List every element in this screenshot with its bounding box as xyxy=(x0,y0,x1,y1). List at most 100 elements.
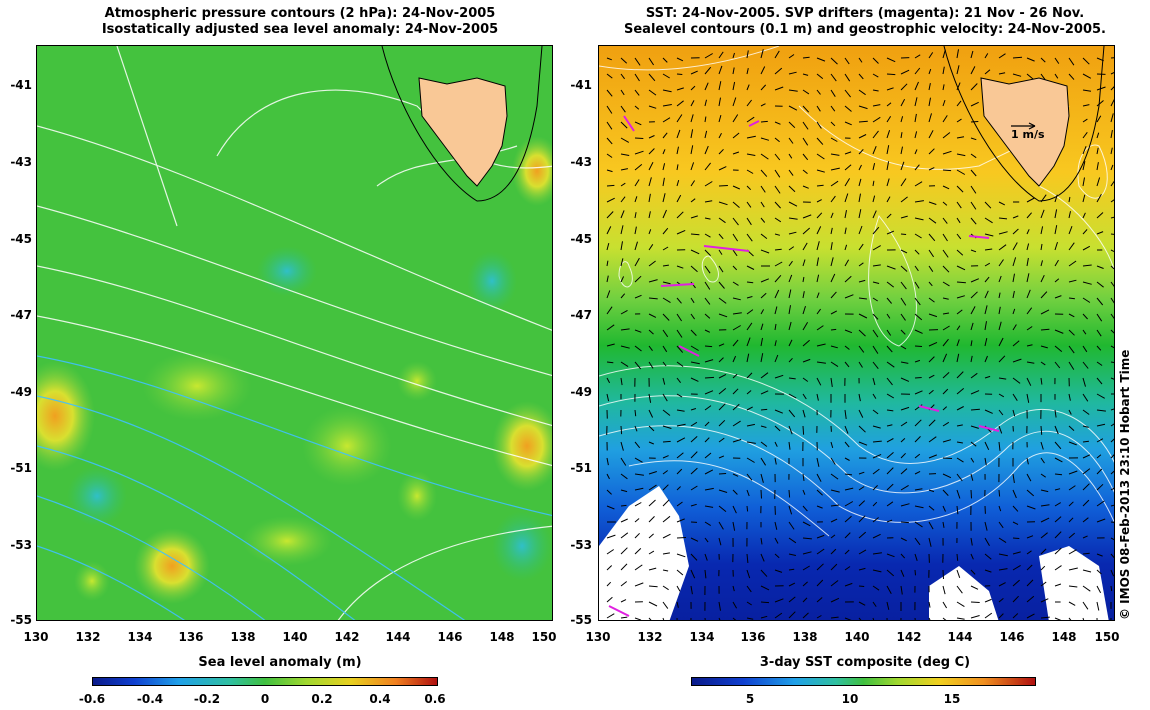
velocity-arrow xyxy=(1082,468,1091,475)
velocity-arrow xyxy=(746,406,753,411)
lon-tick: 138 xyxy=(792,630,818,644)
velocity-arrow xyxy=(676,329,683,338)
velocity-arrow xyxy=(802,305,806,315)
velocity-arrow xyxy=(760,585,770,591)
velocity-arrow xyxy=(1068,485,1076,491)
velocity-arrow xyxy=(802,521,811,527)
velocity-arrow xyxy=(1110,249,1114,253)
velocity-arrow xyxy=(788,260,793,267)
velocity-arrow xyxy=(718,313,728,318)
velocity-arrow xyxy=(844,105,852,112)
velocity-arrow xyxy=(606,343,615,347)
velocity-arrow xyxy=(998,292,1001,299)
velocity-arrow xyxy=(914,470,921,475)
velocity-arrow xyxy=(872,361,879,370)
velocity-arrow xyxy=(1040,361,1046,366)
velocity-arrow xyxy=(872,162,876,171)
velocity-arrow xyxy=(956,388,965,395)
velocity-arrow xyxy=(690,585,693,595)
velocity-arrow xyxy=(606,242,610,251)
velocity-arrow xyxy=(998,393,1005,398)
velocity-arrow xyxy=(774,323,777,331)
velocity-arrow xyxy=(648,244,654,251)
velocity-arrow xyxy=(872,552,882,555)
lon-tick: 132 xyxy=(75,630,101,644)
velocity-arrow xyxy=(676,585,681,592)
velocity-arrow xyxy=(788,489,791,498)
velocity-arrow xyxy=(634,179,640,187)
velocity-arrow xyxy=(900,233,907,235)
velocity-arrow xyxy=(676,179,680,187)
velocity-arrow xyxy=(1110,377,1114,380)
velocity-arrow xyxy=(788,321,792,331)
velocity-arrow xyxy=(788,169,794,176)
velocity-arrow xyxy=(746,84,750,91)
velocity-arrow xyxy=(886,467,894,475)
velocity-arrow xyxy=(718,473,727,475)
sst-cb-tick: 5 xyxy=(745,692,755,706)
velocity-arrow xyxy=(1054,457,1063,463)
velocity-arrow xyxy=(872,195,876,203)
velocity-arrow xyxy=(998,337,1004,347)
velocity-arrow xyxy=(690,553,698,561)
velocity-arrow xyxy=(746,99,752,107)
velocity-arrow xyxy=(1040,441,1044,450)
velocity-arrow xyxy=(970,553,974,560)
velocity-arrow xyxy=(984,375,991,379)
velocity-arrow xyxy=(872,569,882,573)
velocity-arrow xyxy=(774,86,784,91)
velocity-arrow xyxy=(746,217,752,226)
velocity-arrow xyxy=(914,488,923,491)
velocity-arrow xyxy=(858,345,865,353)
velocity-arrow xyxy=(956,325,961,331)
velocity-arrow xyxy=(718,419,726,427)
velocity-arrow xyxy=(858,313,868,319)
velocity-arrow xyxy=(914,131,918,139)
velocity-arrow xyxy=(690,537,699,542)
velocity-arrow xyxy=(1068,297,1075,300)
velocity-arrow xyxy=(1040,345,1048,349)
velocity-arrow xyxy=(704,569,707,579)
velocity-arrow xyxy=(984,537,990,546)
velocity-arrow xyxy=(1110,147,1113,155)
velocity-arrow xyxy=(830,563,838,571)
velocity-arrow xyxy=(872,517,879,523)
velocity-arrow xyxy=(956,569,961,578)
velocity-arrow xyxy=(662,617,665,620)
velocity-arrow xyxy=(872,440,882,443)
velocity-arrow xyxy=(956,217,961,224)
velocity-arrow xyxy=(998,377,1007,380)
lat-tick: -55 xyxy=(570,613,592,627)
velocity-arrow xyxy=(620,309,628,315)
velocity-arrow xyxy=(648,329,654,335)
velocity-arrow xyxy=(900,265,908,272)
velocity-arrow xyxy=(1096,500,1105,507)
velocity-arrow xyxy=(844,73,851,82)
velocity-arrow xyxy=(1096,483,1104,491)
velocity-arrow xyxy=(1012,56,1023,59)
velocity-arrow xyxy=(942,150,952,155)
velocity-arrow xyxy=(900,438,906,443)
lon-tick: 130 xyxy=(585,630,611,644)
right-title-line1: SST: 24-Nov-2005. SVP drifters (magenta)… xyxy=(645,6,1085,21)
velocity-arrow xyxy=(956,265,966,271)
velocity-arrow xyxy=(802,409,806,418)
velocity-arrow xyxy=(718,132,722,139)
lon-tick: 132 xyxy=(637,630,663,644)
velocity-arrow xyxy=(858,515,866,523)
velocity-arrow xyxy=(662,264,669,267)
velocity-arrow xyxy=(830,121,836,127)
velocity-arrow xyxy=(732,420,741,427)
velocity-arrow xyxy=(970,537,973,546)
velocity-arrow xyxy=(998,441,1001,451)
velocity-arrow xyxy=(648,345,653,351)
velocity-arrow xyxy=(1040,473,1046,478)
velocity-arrow xyxy=(1040,425,1043,435)
velocity-arrow xyxy=(788,425,793,435)
velocity-arrow xyxy=(788,121,796,129)
velocity-arrow xyxy=(606,361,614,364)
velocity-arrow xyxy=(1068,260,1077,267)
velocity-arrow xyxy=(844,89,851,98)
velocity-arrow xyxy=(620,581,628,587)
velocity-arrow xyxy=(1110,297,1114,304)
